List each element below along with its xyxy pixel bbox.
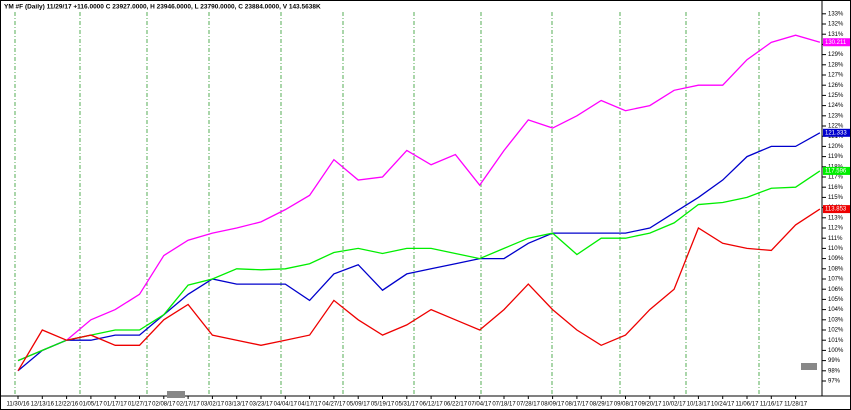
x-tick-label: 06/22/17 [444,402,468,408]
y-tick-label: 124% [828,103,844,109]
y-tick-label: 127% [828,73,844,79]
y-tick-label: 125% [828,93,844,99]
y-tick-label: 117% [828,175,844,181]
y-tick-label: 108% [828,266,844,272]
y-tick-label: 106% [828,287,844,293]
y-tick-label: 111% [828,236,843,242]
series-line [17,34,821,362]
x-tick-label: 08/17/17 [565,402,589,408]
y-tick-label: 126% [828,83,844,89]
y-tick-label: 99% [828,358,841,364]
y-tick-label: 129% [828,52,844,58]
x-tick-label: 05/31/17 [395,402,419,408]
last-value-label: 121.333 [825,130,847,136]
y-tick-label: 110% [828,246,844,252]
y-tick-label: 122% [828,124,844,130]
x-tick-label: 11/28/17 [784,402,808,408]
series-line [17,208,821,372]
y-tick-label: 120% [828,144,844,150]
y-tick-label: 101% [828,338,844,344]
y-tick-label: 128% [828,62,844,68]
x-tick-label: 01/05/17 [79,402,103,408]
x-tick-label: 11/06/17 [736,402,760,408]
x-tick-label: 07/28/17 [517,402,541,408]
y-tick-label: 102% [828,328,844,334]
x-tick-label: 07/04/17 [468,402,492,408]
x-tick-label: 12/13/16 [31,402,55,408]
series-line [17,132,821,372]
y-tick-label: 115% [828,195,844,201]
x-tick-label: 09/20/17 [638,402,662,408]
last-value-box [823,166,850,175]
x-tick-label: 04/04/17 [274,402,298,408]
x-tick-label: 08/29/17 [590,402,614,408]
x-tick-label: 03/02/17 [201,402,225,408]
x-tick-label: 09/08/17 [614,402,638,408]
last-value-label: 113.853 [825,207,847,213]
x-tick-label: 03/23/17 [249,402,273,408]
x-tick-label: 06/12/17 [419,402,443,408]
last-value-box [823,128,850,137]
y-tick-label: 132% [828,22,844,28]
last-value-label: 130.211 [825,40,847,46]
x-tick-label: 01/17/17 [104,402,128,408]
x-tick-label: 04/17/17 [298,402,322,408]
y-tick-label: 97% [828,379,841,385]
y-tick-label: 131% [828,32,844,38]
last-value-label: 117.596 [825,168,847,174]
last-value-box [823,38,850,47]
last-value-box [823,205,850,214]
y-tick-label: 113% [828,215,844,221]
x-tick-label: 02/08/17 [152,402,176,408]
y-tick-label: 123% [828,113,844,119]
y-tick-label: 133% [828,11,844,17]
y-tick-label: 98% [828,368,841,374]
chart-title: YM #F (Daily) 11/29/17 +116.0000 C 23927… [4,4,321,11]
x-tick-label: 03/13/17 [225,402,249,408]
y-tick-label: 103% [828,317,844,323]
x-tick-label: 11/16/17 [760,402,784,408]
y-tick-label: 107% [828,277,844,283]
x-tick-label: 01/27/17 [128,402,152,408]
marker-box [801,363,817,370]
y-tick-label: 109% [828,256,844,262]
x-tick-label: 12/22/16 [55,402,79,408]
x-tick-label: 05/19/17 [371,402,395,408]
x-tick-label: 08/09/17 [541,402,565,408]
x-tick-label: 10/02/17 [662,402,686,408]
y-tick-label: 105% [828,297,844,303]
y-tick-label: 116% [828,185,844,191]
x-tick-label: 10/13/17 [687,402,711,408]
y-tick-label: 112% [828,226,844,232]
x-tick-label: 02/17/17 [176,402,200,408]
x-tick-label: 05/09/17 [347,402,371,408]
x-tick-label: 11/30/16 [7,402,31,408]
x-tick-label: 10/24/17 [711,402,735,408]
series-line [17,170,821,362]
marker-box [167,391,185,398]
x-tick-label: 04/27/17 [322,402,346,408]
x-tick-label: 07/18/17 [492,402,516,408]
y-tick-label: 119% [828,154,844,160]
y-tick-label: 104% [828,307,844,313]
y-tick-label: 100% [828,348,844,354]
